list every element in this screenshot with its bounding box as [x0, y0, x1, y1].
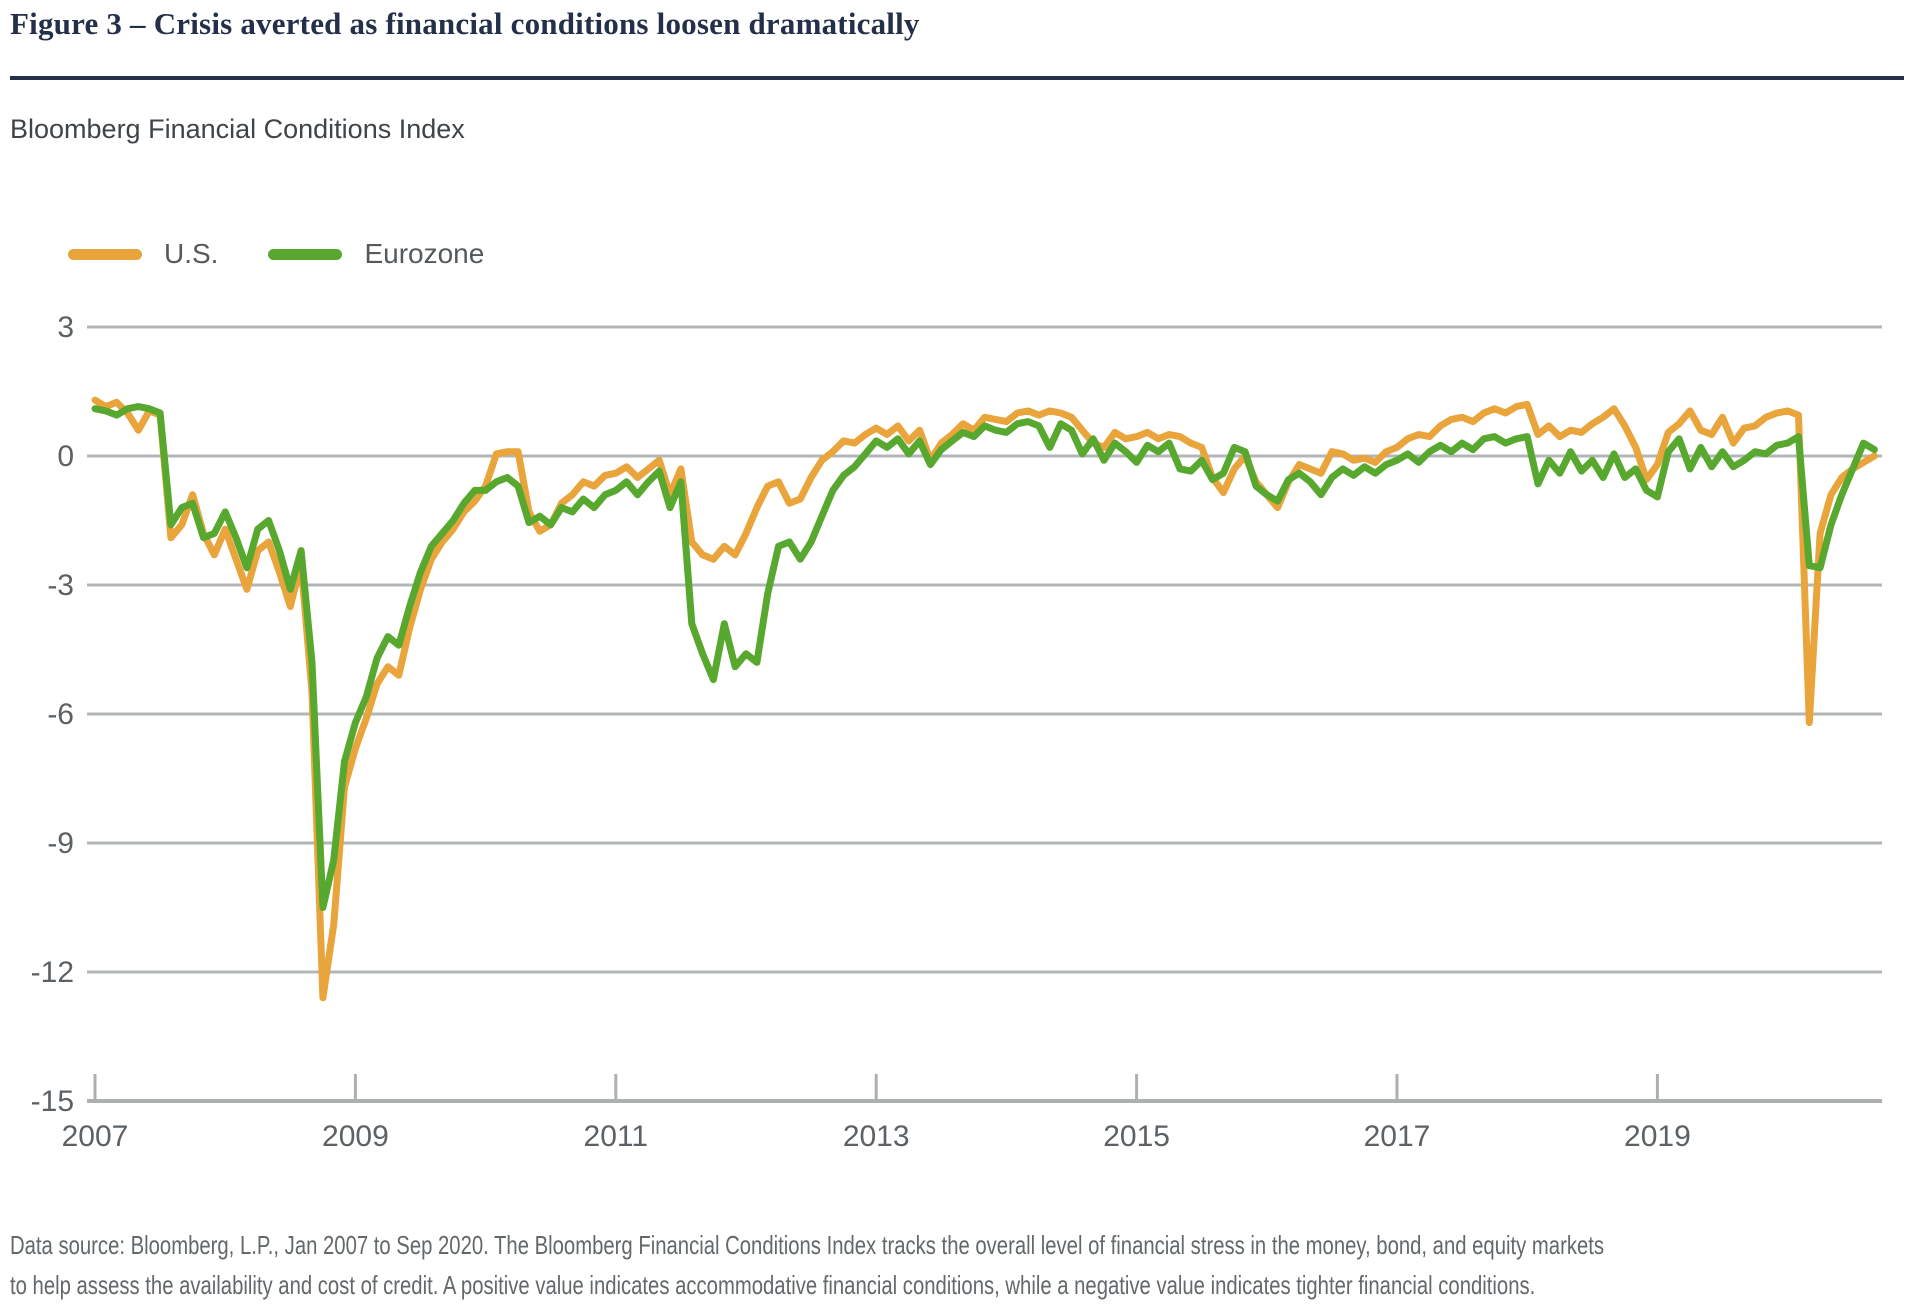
x-tick-label-2013: 2013 — [843, 1120, 910, 1153]
legend-swatch-icon — [68, 248, 142, 260]
chart-subtitle: Bloomberg Financial Conditions Index — [10, 114, 465, 144]
legend: U.S. Eurozone — [68, 240, 534, 268]
x-tick-label-2011: 2011 — [584, 1120, 649, 1153]
x-tick-label-2009: 2009 — [322, 1120, 389, 1153]
x-tick-label-2007: 2007 — [62, 1120, 129, 1153]
footer-line-2: to help assess the availability and cost… — [10, 1270, 1536, 1300]
legend-label: Eurozone — [364, 238, 485, 269]
y-tick-label-0: 0 — [57, 440, 74, 473]
x-tick-label-2017: 2017 — [1364, 1120, 1431, 1153]
x-tick-label-2019: 2019 — [1624, 1120, 1691, 1153]
series-line-us — [91, 396, 1878, 1002]
x-tick-label-2015: 2015 — [1103, 1120, 1170, 1153]
y-tick-label--15: -15 — [31, 1085, 74, 1118]
y-tick-label--3: -3 — [47, 569, 74, 602]
legend-item-eurozone: Eurozone — [268, 240, 484, 268]
title-divider-rule — [10, 76, 1904, 80]
series-line-eurozone — [91, 403, 1878, 911]
footer-note: Data source: Bloomberg, L.P., Jan 2007 t… — [10, 1225, 1914, 1305]
legend-label: U.S. — [164, 238, 219, 269]
figure-title: Figure 3 – Crisis averted as financial c… — [10, 6, 920, 41]
y-tick-label--6: -6 — [47, 698, 74, 731]
footer-line-1: Data source: Bloomberg, L.P., Jan 2007 t… — [10, 1230, 1605, 1260]
y-tick-label--12: -12 — [31, 956, 74, 989]
y-tick-label-3: 3 — [57, 311, 74, 344]
legend-swatch-icon — [268, 248, 343, 260]
y-tick-label--9: -9 — [47, 827, 74, 860]
legend-item-us: U.S. — [68, 240, 218, 268]
